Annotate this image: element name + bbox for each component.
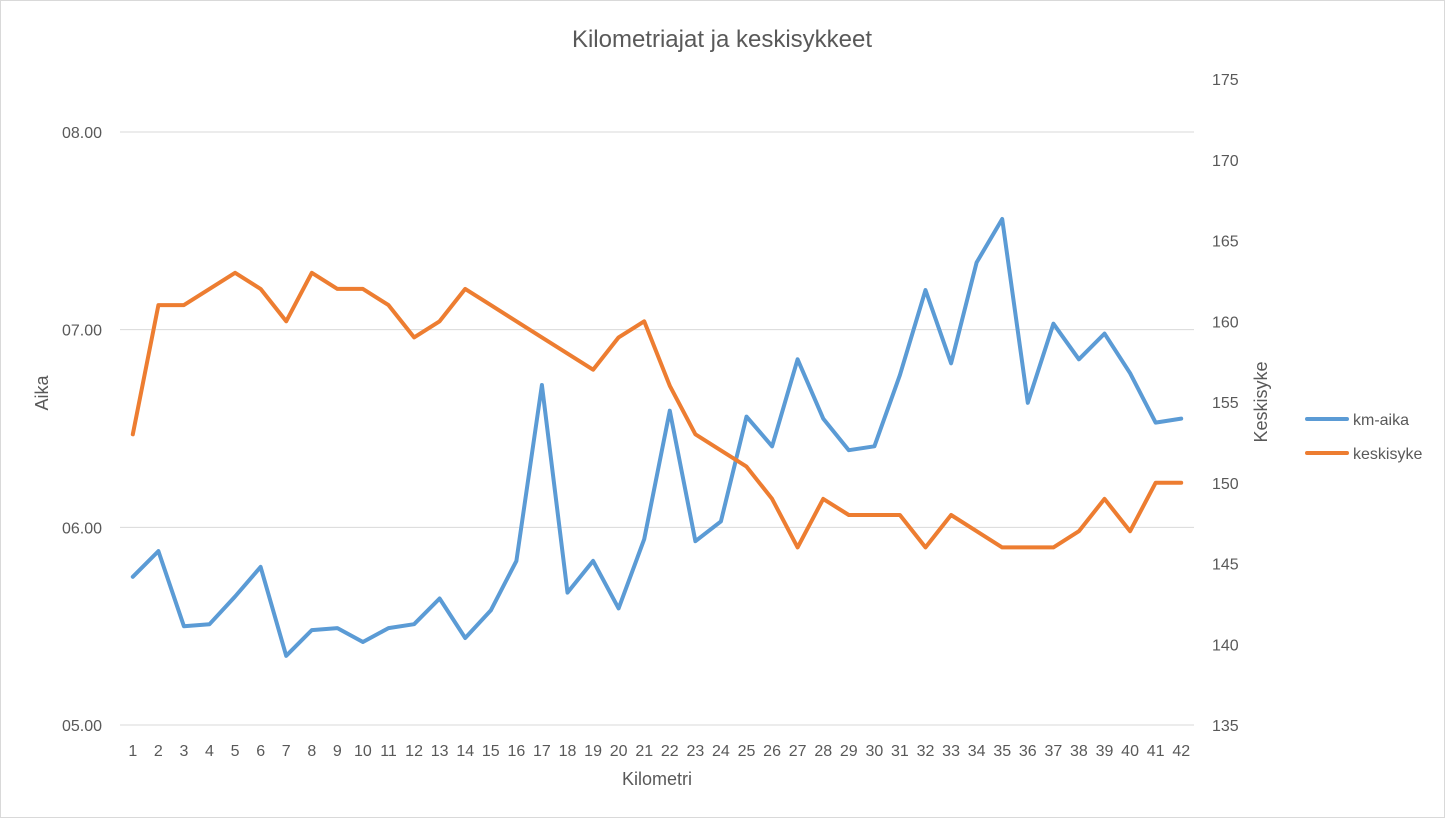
x-tick-label: 32: [917, 743, 935, 760]
x-tick-label: 42: [1172, 743, 1190, 760]
chart-title: Kilometriajat ja keskisykkeet: [572, 26, 872, 53]
left-axis-title: Aika: [32, 375, 52, 411]
x-tick-label: 18: [559, 743, 577, 760]
legend-label: km-aika: [1353, 412, 1409, 429]
series-line-km-aika: [130, 217, 1184, 658]
x-tick-label: 4: [205, 743, 214, 760]
x-tick-label: 25: [738, 743, 756, 760]
x-tick-label: 38: [1070, 743, 1088, 760]
x-tick-label: 17: [533, 743, 551, 760]
x-tick-label: 15: [482, 743, 500, 760]
right-tick-label: 170: [1212, 153, 1239, 170]
right-axis-ticks: 135 140 145 150 155 160 165 170 175: [1212, 72, 1239, 735]
x-tick-label: 6: [256, 743, 265, 760]
x-tick-label: 14: [456, 743, 474, 760]
series-line-keskisyke: [130, 270, 1184, 550]
x-tick-label: 16: [507, 743, 525, 760]
x-tick-label: 21: [635, 743, 653, 760]
x-tick-label: 10: [354, 743, 372, 760]
x-tick-label: 36: [1019, 743, 1037, 760]
x-tick-label: 27: [789, 743, 807, 760]
x-tick-label: 31: [891, 743, 909, 760]
x-tick-label: 29: [840, 743, 858, 760]
x-tick-label: 26: [763, 743, 781, 760]
x-tick-label: 7: [282, 743, 291, 760]
x-tick-label: 20: [610, 743, 628, 760]
x-tick-label: 28: [814, 743, 832, 760]
right-tick-label: 155: [1212, 395, 1239, 412]
x-tick-label: 24: [712, 743, 730, 760]
left-tick-label: 06.00: [62, 520, 102, 537]
right-tick-label: 135: [1212, 718, 1239, 735]
x-tick-label: 40: [1121, 743, 1139, 760]
right-tick-label: 160: [1212, 314, 1239, 331]
x-tick-label: 12: [405, 743, 423, 760]
x-axis-ticks: 1 2 3 4 5 6 7 8 9 10 11 12 13 14 15 16 17 18 19 20 21 22 23 24 2…: [128, 743, 1190, 760]
x-tick-label: 33: [942, 743, 960, 760]
x-tick-label: 19: [584, 743, 602, 760]
x-tick-label: 35: [993, 743, 1011, 760]
x-tick-label: 9: [333, 743, 342, 760]
x-tick-label: 41: [1147, 743, 1165, 760]
left-tick-label: 07.00: [62, 323, 102, 340]
legend-label: keskisyke: [1353, 446, 1422, 463]
x-tick-label: 1: [128, 743, 137, 760]
x-tick-label: 3: [179, 743, 188, 760]
series-layer: [130, 217, 1184, 658]
x-tick-label: 37: [1044, 743, 1062, 760]
x-tick-label: 34: [968, 743, 986, 760]
right-tick-label: 165: [1212, 234, 1239, 251]
gridlines: [120, 131, 1194, 528]
right-axis-title: Keskisyke: [1251, 361, 1271, 442]
legend: km-aika keskisyke: [1305, 412, 1422, 463]
x-tick-label: 22: [661, 743, 679, 760]
left-axis-ticks: 05.00 06.00 07.00 08.00: [62, 125, 102, 735]
right-tick-label: 150: [1212, 476, 1239, 493]
x-tick-label: 8: [307, 743, 316, 760]
left-tick-label: 05.00: [62, 718, 102, 735]
right-tick-label: 140: [1212, 637, 1239, 654]
x-tick-label: 5: [231, 743, 240, 760]
x-tick-label: 2: [154, 743, 163, 760]
x-tick-label: 11: [380, 743, 397, 760]
x-tick-label: 39: [1096, 743, 1114, 760]
right-tick-label: 145: [1212, 557, 1239, 574]
right-tick-label: 175: [1212, 72, 1239, 89]
x-tick-label: 30: [865, 743, 883, 760]
left-tick-label: 08.00: [62, 125, 102, 142]
x-axis-title: Kilometri: [622, 769, 692, 789]
x-tick-label: 23: [686, 743, 704, 760]
x-tick-label: 13: [431, 743, 449, 760]
